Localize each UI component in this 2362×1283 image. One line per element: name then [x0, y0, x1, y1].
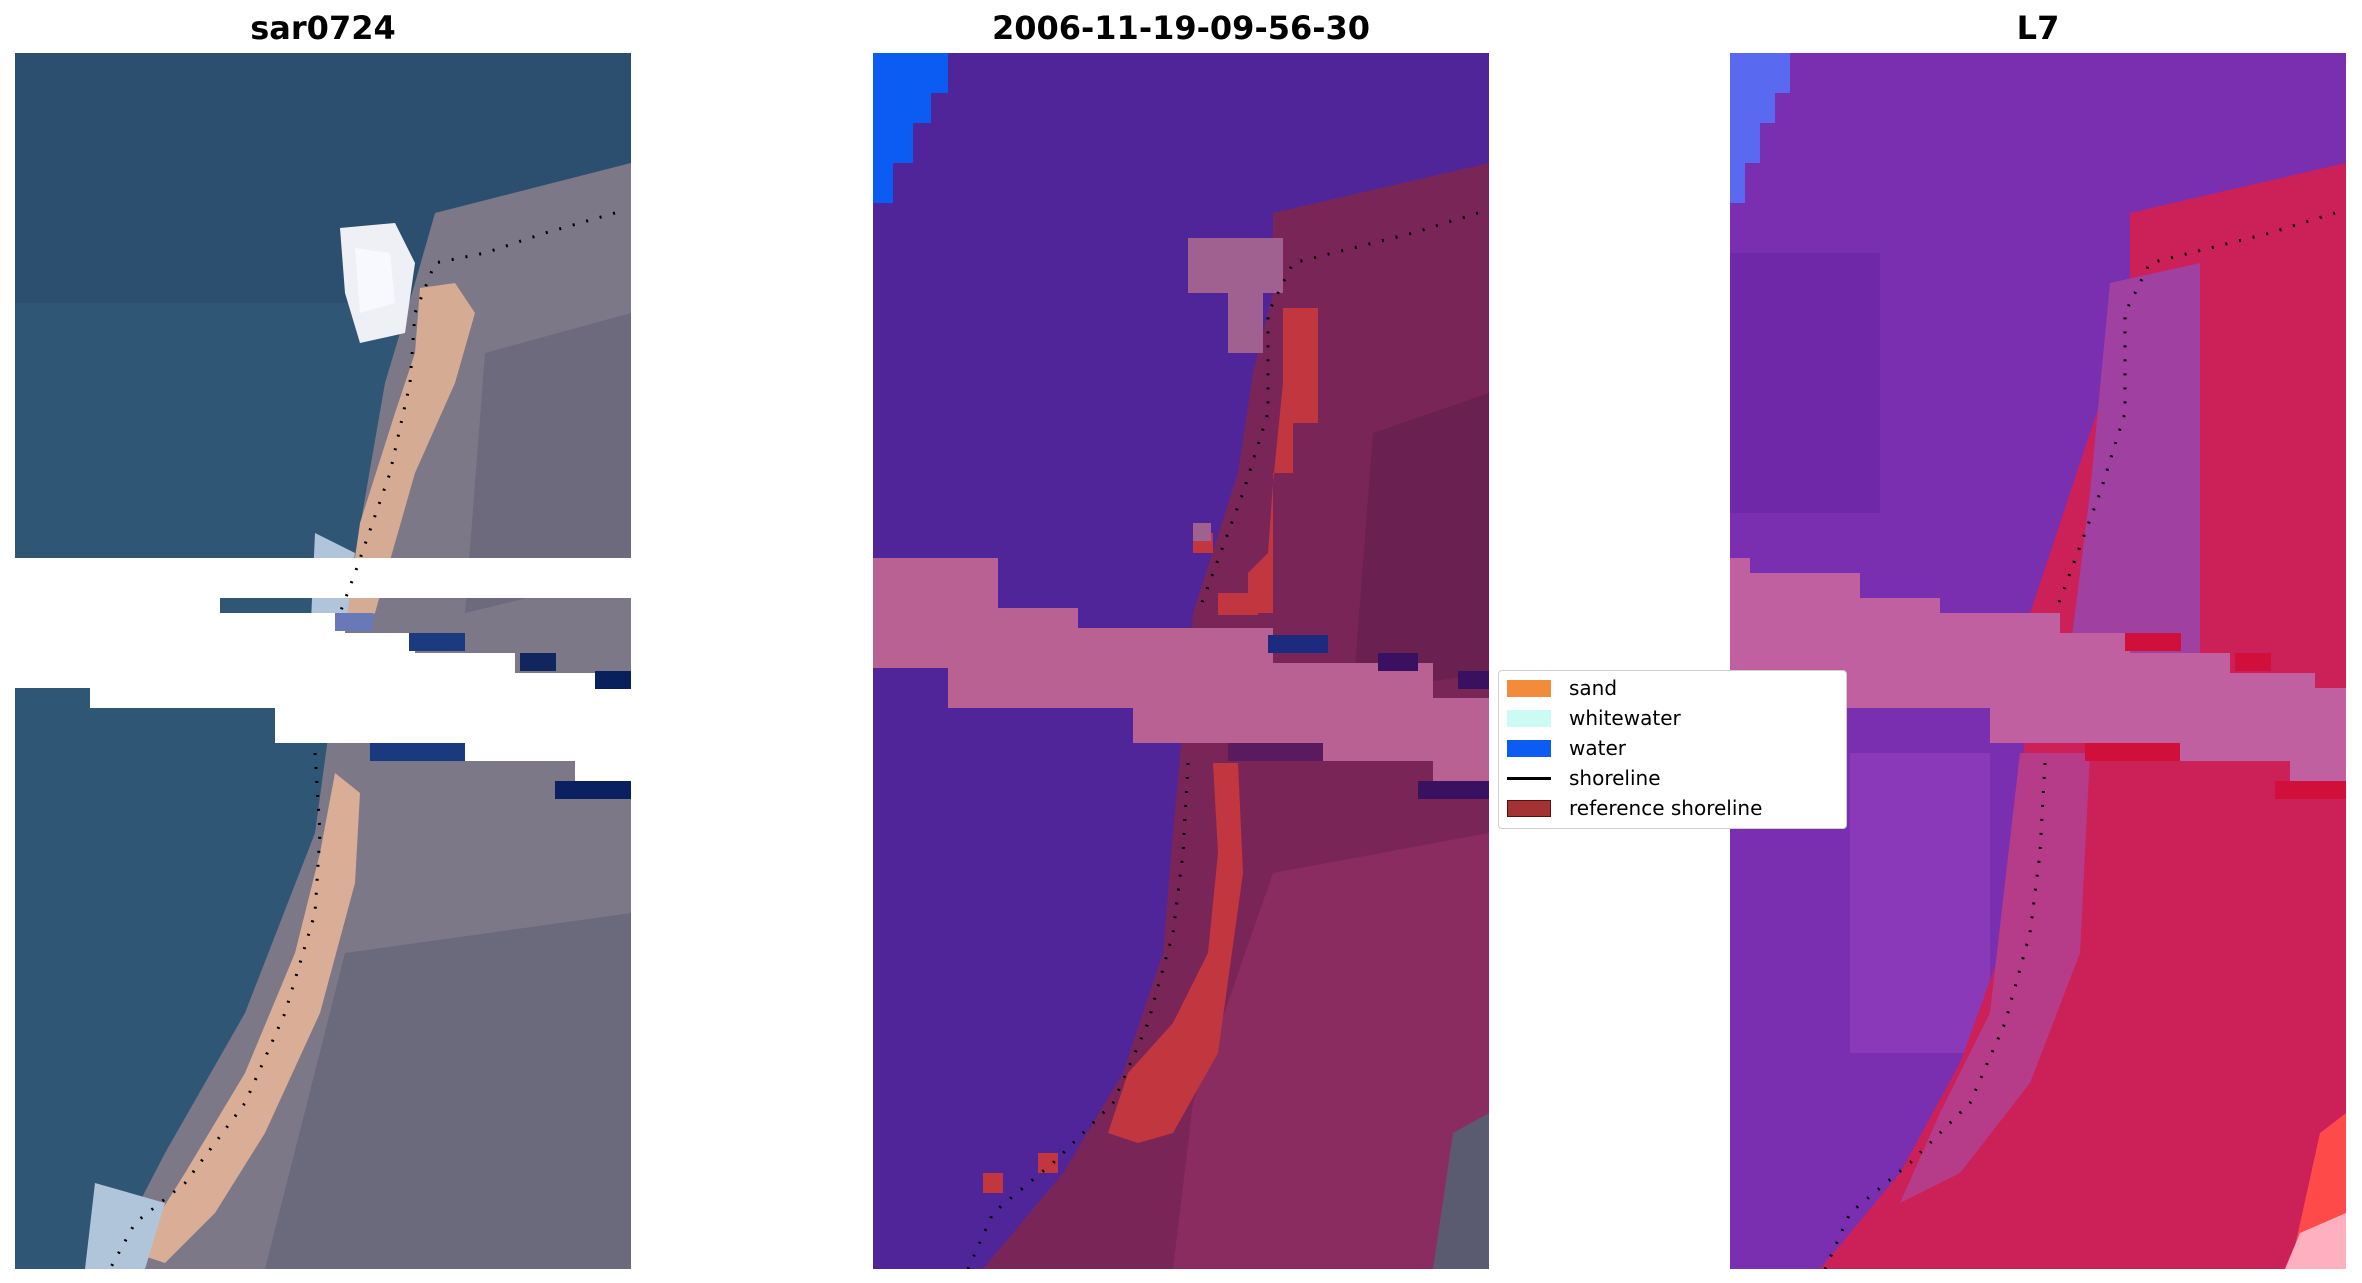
legend-label: reference shoreline [1569, 796, 1763, 820]
legend-label: sand [1569, 676, 1618, 700]
legend-label: water [1569, 736, 1626, 760]
legend-swatch-water [1507, 739, 1551, 757]
legend-item-shoreline: shoreline [1507, 765, 1661, 791]
legend-item-reference-shoreline: reference shoreline [1507, 795, 1762, 821]
sand-beach [345, 283, 475, 628]
legend-swatch-shoreline [1507, 776, 1551, 780]
legend-swatch-sand [1507, 679, 1551, 697]
legend-label: whitewater [1569, 706, 1681, 730]
legend-swatch-whitewater [1507, 709, 1551, 727]
nodata-band-ir [1730, 558, 2346, 781]
panel-title-date: 2006-11-19-09-56-30 [991, 9, 1371, 47]
panel-title-sar: sar0724 [250, 9, 396, 47]
rgb-image-panel [15, 53, 631, 1269]
legend-swatch-reference-shoreline [1507, 799, 1551, 817]
nodata-band-classified [873, 558, 1489, 781]
panel-title-l7: L7 [2016, 9, 2060, 47]
legend-item-whitewater: whitewater [1507, 705, 1681, 731]
l7-image-panel [1730, 53, 2346, 1269]
whitewater-class-pixels [1188, 238, 1283, 353]
water-class-pixels [873, 53, 948, 203]
legend: sand whitewater water shoreline referenc… [1498, 670, 1847, 829]
classified-image-panel [873, 53, 1489, 1269]
legend-item-water: water [1507, 735, 1626, 761]
water-class-pixels [1730, 53, 1790, 203]
legend-item-sand: sand [1507, 675, 1617, 701]
legend-label: shoreline [1569, 766, 1661, 790]
sand-class-pixels [1248, 308, 1318, 613]
nodata-band [15, 558, 631, 781]
